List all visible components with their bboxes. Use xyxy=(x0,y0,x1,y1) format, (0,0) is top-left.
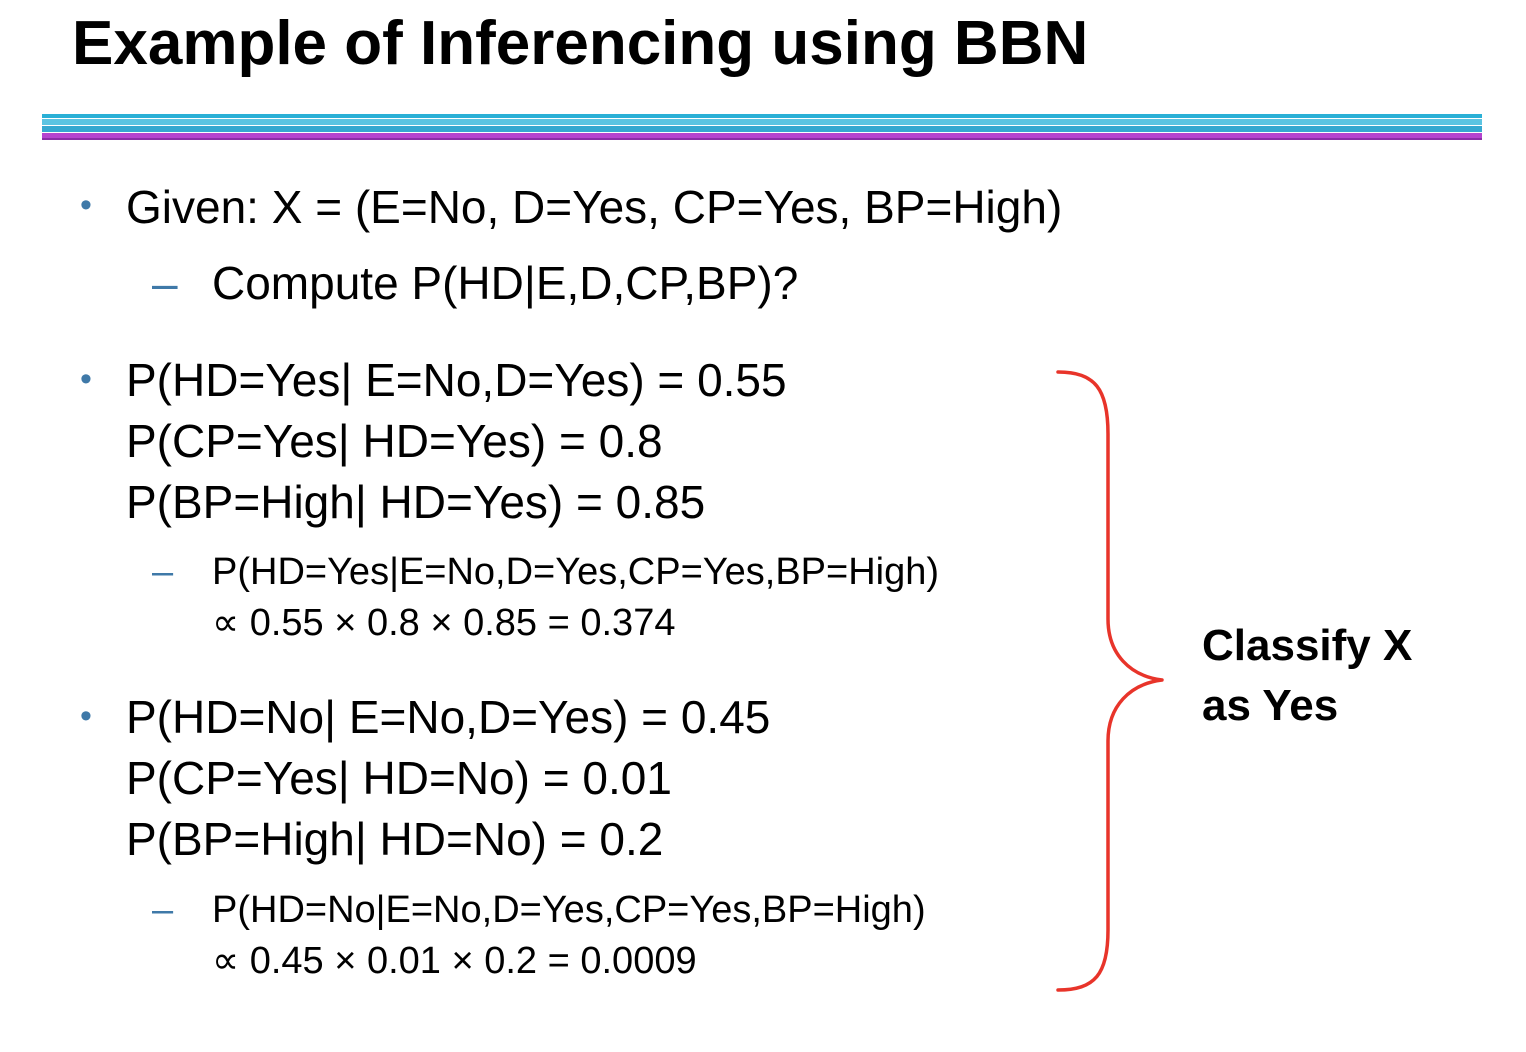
yes-joint-value: ∝ 0.55 × 0.8 × 0.85 = 0.374 xyxy=(212,602,676,644)
right-curly-brace xyxy=(1050,364,1180,1000)
sub-dash: – xyxy=(152,551,174,593)
bullet-dot: • xyxy=(80,186,92,224)
slide-title: Example of Inferencing using BBN xyxy=(72,9,1089,78)
yes-line-2: P(CP=Yes| HD=Yes) = 0.8 xyxy=(126,415,663,467)
title-divider xyxy=(42,114,1482,142)
sub-dash: – xyxy=(152,889,174,931)
yes-line-1: P(HD=Yes| E=No,D=Yes) = 0.55 xyxy=(126,354,787,406)
no-line-3: P(BP=High| HD=No) = 0.2 xyxy=(126,813,664,865)
yes-line-3: P(BP=High| HD=Yes) = 0.85 xyxy=(126,476,706,528)
no-line-2: P(CP=Yes| HD=No) = 0.01 xyxy=(126,752,672,804)
no-joint-label: P(HD=No|E=No,D=Yes,CP=Yes,BP=High) xyxy=(212,889,926,931)
yes-joint-label: P(HD=Yes|E=No,D=Yes,CP=Yes,BP=High) xyxy=(212,551,940,593)
no-line-1: P(HD=No| E=No,D=Yes) = 0.45 xyxy=(126,691,771,743)
bullet-dot: • xyxy=(80,360,92,398)
no-joint-value: ∝ 0.45 × 0.01 × 0.2 = 0.0009 xyxy=(212,940,697,982)
bullet-dot: • xyxy=(80,697,92,735)
conclusion-line-1: Classify X xyxy=(1202,621,1413,670)
given-text: Given: X = (E=No, D=Yes, CP=Yes, BP=High… xyxy=(126,181,1063,233)
compute-text: Compute P(HD|E,D,CP,BP)? xyxy=(212,257,799,309)
conclusion-line-2: as Yes xyxy=(1202,681,1339,730)
sub-dash: – xyxy=(152,257,178,309)
